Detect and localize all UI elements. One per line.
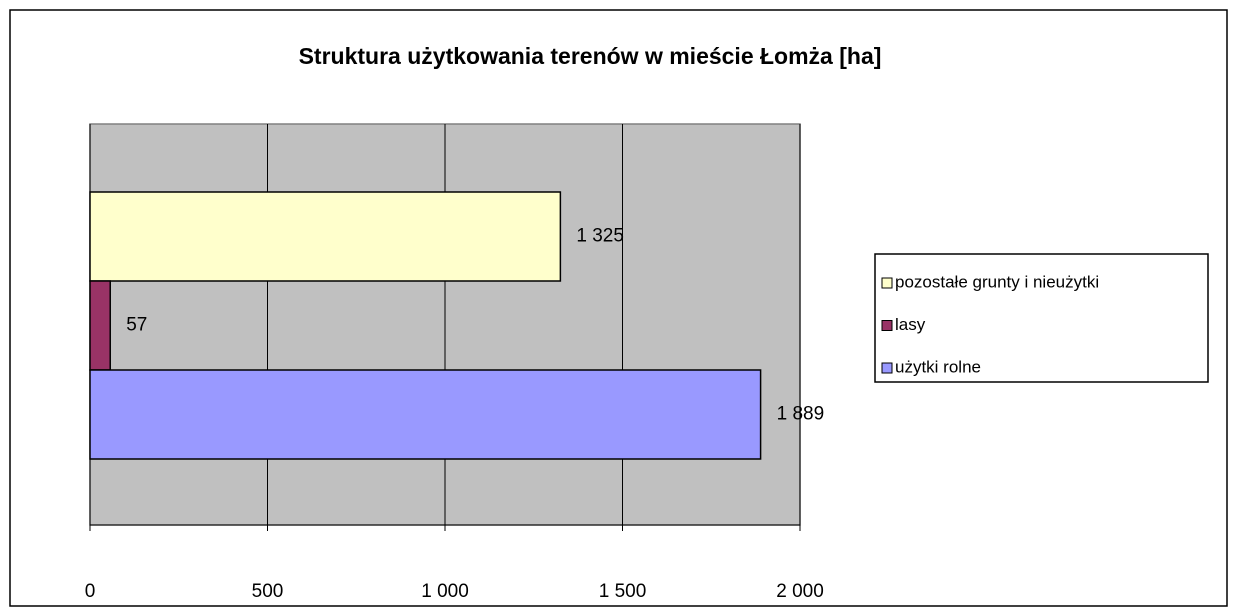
x-tick-label: 0 (85, 581, 96, 602)
x-tick-label: 2 000 (776, 581, 824, 602)
data-label: 1 325 (576, 226, 624, 247)
legend-swatch (881, 320, 893, 331)
legend-label: lasy (895, 315, 926, 334)
legend-swatch (881, 277, 893, 289)
legend-label: pozostałe grunty i nieużytki (895, 272, 1099, 291)
legend-swatch (881, 362, 893, 374)
x-tick-label: 500 (252, 581, 284, 602)
x-tick-label: 1 500 (599, 581, 647, 602)
bar (89, 369, 762, 460)
legend-label: użytki rolne (895, 357, 981, 376)
data-label: 1 889 (777, 404, 825, 425)
x-tick-label: 1 000 (421, 581, 469, 602)
chart-title: Struktura użytkowania terenów w mieście … (299, 43, 882, 69)
bar (89, 191, 562, 282)
legend-box (874, 253, 1209, 383)
bar (89, 280, 111, 371)
data-label: 57 (126, 315, 147, 336)
